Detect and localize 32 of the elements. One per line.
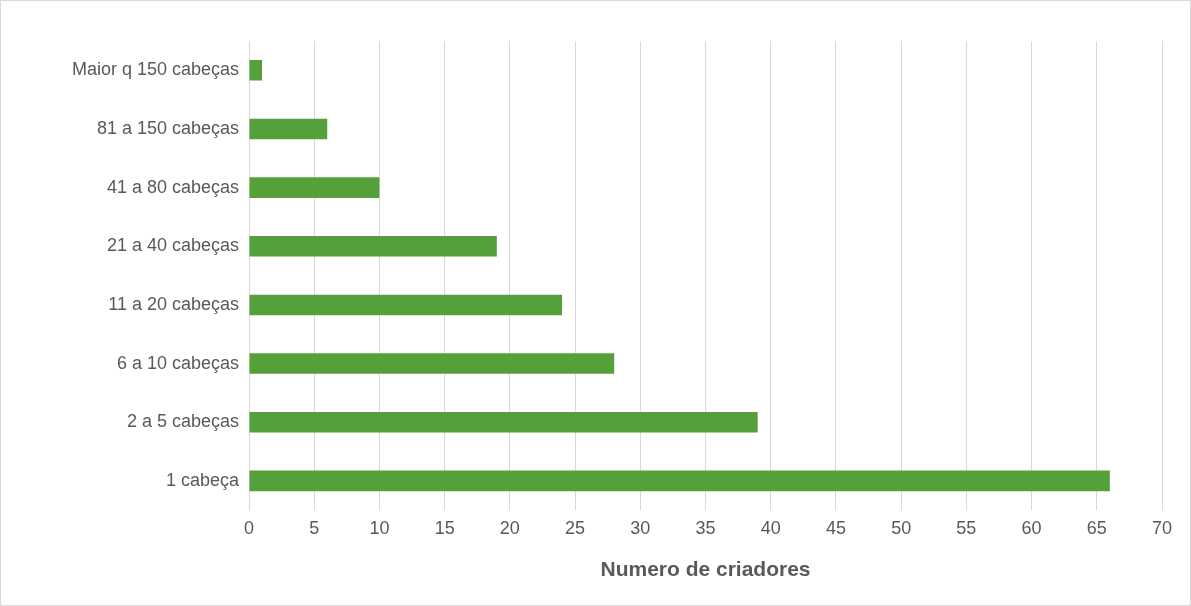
y-tick-label: 21 a 40 cabeças xyxy=(106,235,239,256)
x-tick-label: 55 xyxy=(956,517,977,538)
x-tick-label: 70 xyxy=(1151,517,1173,538)
y-tick-label: 1 cabeça xyxy=(165,469,240,490)
bar xyxy=(249,60,263,81)
x-tick-label: 20 xyxy=(499,517,520,538)
bar xyxy=(249,294,563,316)
y-tick-label: 81 a 150 cabeças xyxy=(96,117,239,138)
x-tick-label: 35 xyxy=(695,517,716,538)
bar xyxy=(249,236,497,257)
x-tick-label: 50 xyxy=(891,517,912,538)
x-axis-title: Numero de criadores xyxy=(600,557,811,581)
y-tick-label: Maior q 150 cabeças xyxy=(71,59,239,80)
bar xyxy=(249,353,615,374)
x-tick-label: 60 xyxy=(1021,517,1042,538)
x-tick-label: 25 xyxy=(565,517,586,538)
bar xyxy=(249,411,758,433)
x-tick-label: 0 xyxy=(243,517,255,538)
bar xyxy=(249,118,328,140)
x-tick-label: 10 xyxy=(369,517,390,538)
bar xyxy=(249,470,1110,492)
x-tick-label: 30 xyxy=(630,517,651,538)
x-tick-label: 15 xyxy=(434,517,455,538)
x-tick-label: 65 xyxy=(1086,517,1107,538)
bar xyxy=(249,177,380,198)
y-tick-label: 41 a 80 cabeças xyxy=(106,176,239,197)
x-tick-label: 5 xyxy=(309,517,320,538)
y-tick-label: 2 a 5 cabeças xyxy=(126,411,239,432)
x-tick-label: 40 xyxy=(760,517,781,538)
x-tick-label: 45 xyxy=(825,517,846,538)
y-tick-label: 11 a 20 cabeças xyxy=(108,293,239,314)
y-tick-label: 6 a 10 cabeças xyxy=(116,352,239,373)
